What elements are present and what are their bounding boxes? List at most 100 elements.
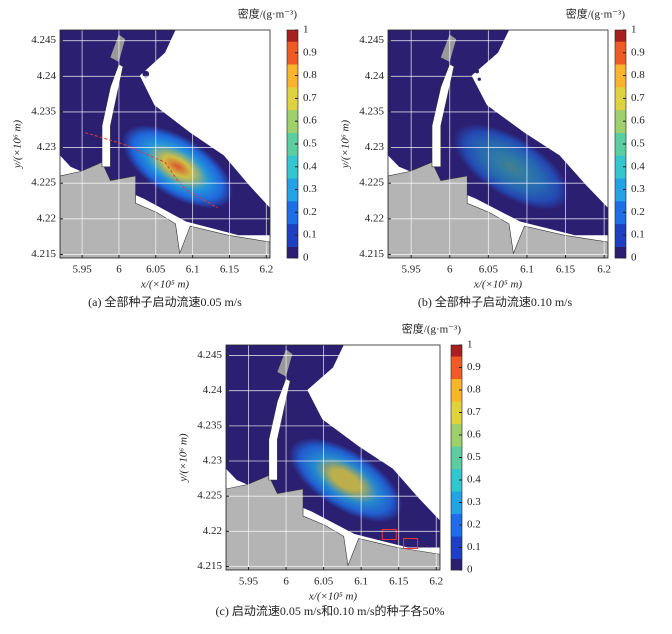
density-speckle <box>234 371 239 376</box>
y-tick-label: 4.225 <box>31 177 56 189</box>
colorbar-step <box>451 423 462 436</box>
density-speckle <box>273 374 280 381</box>
density-speckle <box>116 128 123 135</box>
x-tick-label: 6.05 <box>479 264 499 276</box>
x-tick-label: 6.15 <box>389 576 409 588</box>
x-tick-label: 6 <box>447 264 453 276</box>
colorbar-step <box>451 356 462 368</box>
density-speckle <box>75 109 83 117</box>
y-tick-label: 4.235 <box>197 419 222 431</box>
colorbar-step <box>451 435 462 447</box>
colorbar-step <box>615 64 626 76</box>
x-tick-label: 6.05 <box>314 576 334 588</box>
colorbar-step <box>287 52 298 65</box>
density-speckle <box>240 373 246 379</box>
colorbar-step <box>615 178 626 190</box>
colorbar-step <box>615 109 626 122</box>
colorbar-step <box>451 390 462 402</box>
caption: (b) 全部种子启动流速0.10 m/s <box>418 294 573 309</box>
colorbar-tick-label: 0.5 <box>467 451 481 463</box>
density-speckle <box>403 85 409 91</box>
colorbar-step <box>451 513 462 526</box>
colorbar-step <box>287 30 298 42</box>
colorbar-tick-label: 0.7 <box>467 406 481 418</box>
pier <box>268 378 291 481</box>
x-tick-label: 6.2 <box>259 264 273 276</box>
density-speckle <box>261 429 267 435</box>
colorbar-step <box>451 378 462 391</box>
density-speckle <box>427 67 432 72</box>
colorbar-tick-label: 0.5 <box>303 138 317 150</box>
density-speckle <box>436 39 441 44</box>
density-speckle <box>96 60 103 67</box>
y-tick-label: 4.215 <box>197 560 222 572</box>
colorbar-step <box>615 155 626 168</box>
density-speckle <box>390 103 398 111</box>
density-plume <box>121 125 234 209</box>
density-speckle <box>230 419 237 426</box>
colorbar-step <box>615 144 626 156</box>
density-speckle <box>309 377 313 380</box>
highlight-box <box>403 538 419 549</box>
colorbar-tick-label: 0.1 <box>467 541 481 553</box>
density-speckle <box>84 94 92 102</box>
x-tick-label: 6.15 <box>220 264 240 276</box>
y-tick-label: 4.245 <box>31 34 56 46</box>
x-axis-label: x/(×10⁵ m) <box>308 591 358 603</box>
density-speckle <box>97 56 102 62</box>
density-speckle <box>235 440 243 447</box>
y-tick-label: 4.22 <box>203 525 222 537</box>
plot-area <box>60 30 270 258</box>
colorbar-step <box>287 75 298 88</box>
colorbar-tick-label: 0.9 <box>631 46 645 58</box>
density-speckle <box>60 68 68 76</box>
x-tick-label: 6.2 <box>597 264 611 276</box>
density-speckle <box>425 39 431 44</box>
land <box>60 161 270 258</box>
colorbar-step <box>615 98 626 111</box>
density-speckle <box>471 102 474 106</box>
colorbar-step <box>287 223 298 236</box>
density-speckle <box>125 78 133 86</box>
density-speckle <box>399 112 406 118</box>
density-speckle <box>89 49 95 56</box>
colorbar-step <box>451 547 462 560</box>
density-speckle <box>290 388 299 397</box>
colorbar-step <box>451 480 462 492</box>
density-speckle <box>73 58 79 64</box>
density-speckle <box>462 69 468 75</box>
density-speckle <box>310 414 315 419</box>
colorbar-tick-label: 0.7 <box>631 92 645 104</box>
x-axis-label: x/(×10⁵ m) <box>473 279 523 291</box>
y-tick-label: 4.215 <box>31 248 56 260</box>
colorbar-step <box>287 87 298 99</box>
x-tick-label: 6.1 <box>354 576 368 588</box>
colorbar-step <box>287 189 298 202</box>
colorbar-step <box>615 223 626 236</box>
colorbar-tick-label: 0.3 <box>631 183 645 195</box>
colorbar-tick-label: 0.9 <box>303 46 317 58</box>
x-tick-label: 5.95 <box>402 264 422 276</box>
density-speckle <box>256 444 262 450</box>
y-axis-label: y/(×10⁶ m) <box>12 120 24 170</box>
x-axis-label: x/(×10⁵ m) <box>140 279 190 291</box>
panel: 5.95 6 6.05 6.1 6.15 6.2 4.215 4.22 4.225 4.23 4.2… <box>178 322 482 618</box>
colorbar-step <box>451 536 462 548</box>
x-tick-label: 6 <box>283 576 289 588</box>
colorbar-tick-label: 0.8 <box>303 69 317 81</box>
plot-area <box>388 30 608 258</box>
colorbar-tick-label: 0.9 <box>467 361 481 373</box>
density-speckle <box>267 407 271 411</box>
colorbar-tick-label: 0.8 <box>631 69 645 81</box>
density-speckle <box>404 61 413 70</box>
density-speckle <box>61 46 68 53</box>
density-speckle <box>421 149 429 157</box>
density-speckle <box>107 46 112 51</box>
x-tick-label: 5.95 <box>239 576 259 588</box>
colorbar-step <box>451 345 462 357</box>
colorbar-tick-label: 0 <box>467 564 473 576</box>
colorbar-step <box>615 235 626 247</box>
colorbar-step <box>287 246 298 259</box>
colorbar-tick-label: 1 <box>467 339 473 351</box>
